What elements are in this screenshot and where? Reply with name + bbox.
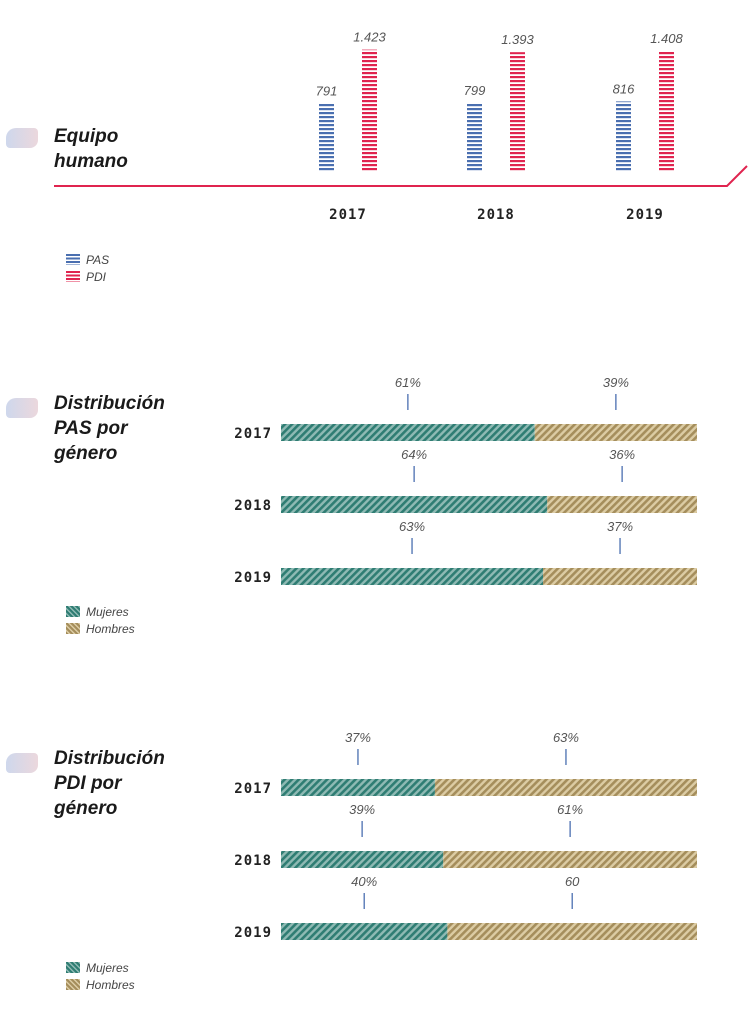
legend-label-hombres: Hombres	[86, 621, 135, 636]
data-label-pdi-2017: 1.423	[353, 30, 386, 45]
equipo-title: Equipo humano	[54, 124, 128, 174]
bar-mujeres-2017	[281, 779, 435, 796]
bar-hombres-2019	[447, 923, 697, 940]
pas-gender-title-line1: Distribución	[54, 393, 165, 414]
pdi-gender-chart: 37% 63% 2017 39% 61% 2018 40% 60 2019	[234, 730, 697, 941]
legend-label-mujeres: Mujeres	[86, 960, 129, 975]
bar-mujeres-2017	[281, 424, 535, 441]
data-label-mujeres-2019: 40%	[351, 874, 377, 889]
bar-pdi-2018	[510, 52, 525, 171]
bar-pdi-2019	[659, 50, 674, 171]
pdi-swatch-icon	[66, 271, 80, 282]
bar-hombres-2018	[547, 496, 697, 513]
y-tick-label-2018: 2018	[234, 498, 272, 514]
section-marker	[6, 128, 38, 148]
bar-mujeres-2019	[281, 568, 544, 585]
pdi-gender-title-line1: Distribución	[54, 748, 165, 769]
data-label-hombres-2017: 39%	[603, 375, 629, 390]
data-label-hombres-2017: 63%	[553, 730, 579, 745]
pas-gender-title-line3: género	[54, 443, 118, 464]
data-label-pas-2019: 816	[613, 81, 635, 96]
bar-pas-2019	[616, 101, 631, 171]
bar-mujeres-2018	[281, 851, 444, 868]
pas-gender-chart: 61% 39% 2017 64% 36% 2018 63% 37% 2019	[234, 375, 697, 586]
bar-pdi-2017	[362, 49, 377, 171]
y-tick-label-2019: 2019	[234, 570, 272, 586]
bar-hombres-2017	[434, 779, 697, 796]
data-label-pdi-2018: 1.393	[501, 32, 534, 47]
data-label-mujeres-2017: 61%	[395, 375, 421, 390]
y-tick-label-2018: 2018	[234, 853, 272, 869]
legend-label-pas: PAS	[86, 252, 110, 267]
x-tick-label-2018: 2018	[477, 207, 515, 223]
bar-hombres-2018	[443, 851, 697, 868]
data-label-hombres-2018: 61%	[557, 802, 583, 817]
data-label-mujeres-2018: 39%	[349, 802, 375, 817]
data-label-hombres-2019: 60	[565, 874, 580, 889]
pas-swatch-icon	[66, 254, 80, 265]
x-tick-label-2017: 2017	[329, 207, 367, 223]
bar-hombres-2019	[543, 568, 697, 585]
mujeres-swatch-icon	[66, 606, 80, 617]
data-label-pas-2018: 799	[464, 83, 486, 98]
bar-hombres-2017	[534, 424, 697, 441]
legend-item-pas: PAS	[66, 251, 109, 268]
legend-label-hombres: Hombres	[86, 977, 135, 992]
data-label-mujeres-2018: 64%	[401, 447, 427, 462]
equipo-title-line1: Equipo	[54, 126, 119, 147]
pdi-gender-title: Distribución PDI por género	[54, 746, 165, 821]
staff-bar-chart: 791 1.423 2017 799 1.393 2018 816 1.408 2019	[54, 30, 748, 223]
hombres-swatch-icon	[66, 979, 80, 990]
data-label-mujeres-2017: 37%	[345, 730, 371, 745]
legend-label-mujeres: Mujeres	[86, 604, 129, 619]
y-tick-label-2019: 2019	[234, 925, 272, 941]
bar-mujeres-2019	[281, 923, 448, 940]
y-tick-label-2017: 2017	[234, 426, 272, 442]
section-marker	[6, 753, 38, 773]
y-tick-label-2017: 2017	[234, 781, 272, 797]
bar-pas-2017	[319, 103, 334, 171]
baseline-axis	[54, 165, 748, 187]
pas-gender-title-line2: PAS por	[54, 418, 128, 439]
data-label-pdi-2019: 1.408	[650, 31, 683, 46]
data-label-hombres-2019: 37%	[607, 519, 633, 534]
staff-legend: PAS PDI	[66, 251, 109, 285]
bar-mujeres-2018	[281, 496, 548, 513]
legend-item-hombres: Hombres	[66, 976, 135, 993]
pas-gender-title: Distribución PAS por género	[54, 391, 165, 466]
mujeres-swatch-icon	[66, 962, 80, 973]
legend-label-pdi: PDI	[86, 269, 107, 284]
hombres-swatch-icon	[66, 623, 80, 634]
bar-pas-2018	[467, 102, 482, 171]
section-marker	[6, 398, 38, 418]
equipo-title-line2: humano	[54, 151, 128, 172]
legend-item-pdi: PDI	[66, 268, 109, 285]
pdi-gender-title-line2: PDI por	[54, 773, 122, 794]
pdi-gender-legend: Mujeres Hombres	[66, 959, 135, 993]
pas-gender-legend: Mujeres Hombres	[66, 603, 135, 637]
x-tick-label-2019: 2019	[626, 207, 664, 223]
legend-item-mujeres: Mujeres	[66, 959, 135, 976]
data-label-mujeres-2019: 63%	[399, 519, 425, 534]
data-label-hombres-2018: 36%	[609, 447, 635, 462]
legend-item-hombres: Hombres	[66, 620, 135, 637]
data-label-pas-2017: 791	[316, 84, 338, 99]
pdi-gender-title-line3: género	[54, 798, 118, 819]
legend-item-mujeres: Mujeres	[66, 603, 135, 620]
